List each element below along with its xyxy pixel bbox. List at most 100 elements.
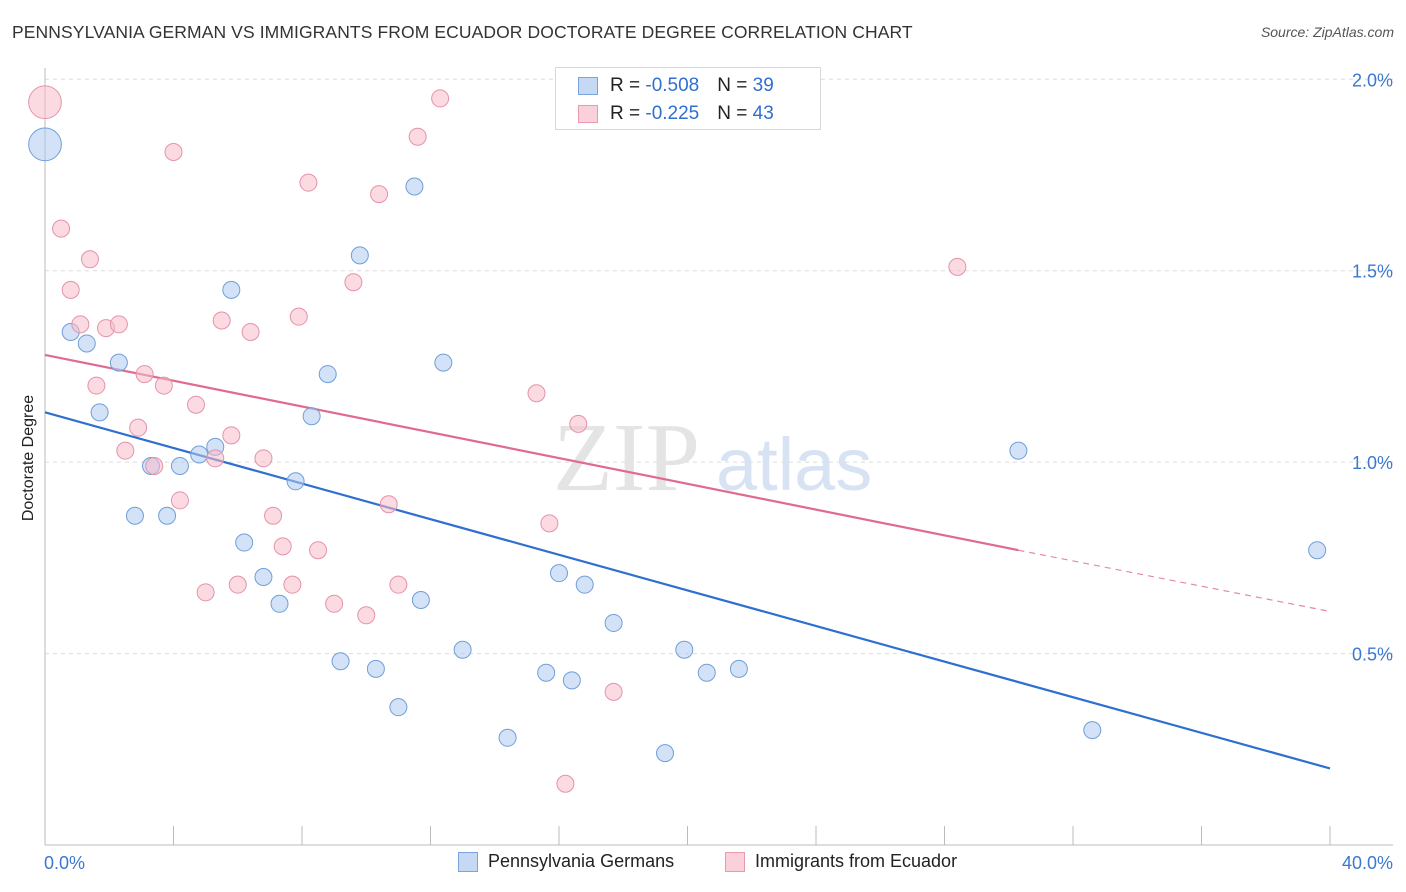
correlation-legend: R = -0.508 N = 39 R = -0.225 N = 43 bbox=[555, 67, 821, 130]
data-point-series-0 bbox=[302, 407, 321, 426]
data-point-series-0 bbox=[537, 663, 556, 682]
data-point-series-1 bbox=[61, 280, 80, 299]
chart-title: PENNSYLVANIA GERMAN VS IMMIGRANTS FROM E… bbox=[12, 22, 913, 42]
data-point-series-1 bbox=[71, 315, 90, 334]
data-point-series-0 bbox=[125, 506, 144, 525]
data-point-series-1 bbox=[389, 575, 408, 594]
axes bbox=[44, 68, 1393, 846]
data-point-series-1 bbox=[556, 774, 575, 793]
data-point-series-1 bbox=[264, 506, 283, 525]
data-point-series-0 bbox=[575, 575, 594, 594]
data-point-series-1 bbox=[283, 575, 302, 594]
data-point-series-0 bbox=[235, 533, 254, 552]
grid-lines bbox=[45, 78, 1393, 655]
data-point-series-1 bbox=[222, 426, 241, 445]
data-point-series-1 bbox=[109, 315, 128, 334]
x-tick-labels: 0.0% 40.0% bbox=[44, 853, 1393, 873]
data-point-series-0 bbox=[498, 728, 517, 747]
legend-n-value: 43 bbox=[752, 103, 774, 124]
data-point-series-0 bbox=[729, 659, 748, 678]
data-point-series-0 bbox=[1308, 541, 1327, 560]
data-point-series-0 bbox=[331, 652, 350, 671]
bottom-legend-label: Immigrants from Ecuador bbox=[755, 851, 958, 871]
data-point-series-1 bbox=[196, 583, 215, 602]
legend-n-label: N = bbox=[717, 75, 753, 96]
data-point-series-1 bbox=[28, 85, 62, 120]
legend-r-value: -0.508 bbox=[645, 75, 700, 96]
y-axis-label: Doctorate Degree bbox=[20, 395, 37, 521]
data-point-series-1 bbox=[206, 449, 225, 468]
y-tick-label: 1.5% bbox=[1352, 262, 1393, 282]
data-point-series-0 bbox=[562, 671, 581, 690]
x-tick-label: 0.0% bbox=[44, 853, 85, 873]
data-point-series-0 bbox=[77, 334, 96, 353]
data-point-series-0 bbox=[90, 403, 109, 422]
data-point-series-0 bbox=[405, 177, 424, 196]
y-tick-labels: 0.5% 1.0% 1.5% 2.0% bbox=[1352, 70, 1393, 664]
data-point-series-0 bbox=[366, 659, 385, 678]
data-point-series-1 bbox=[212, 311, 231, 330]
data-point-series-0 bbox=[318, 365, 337, 384]
data-point-series-1 bbox=[154, 376, 173, 395]
data-point-series-1 bbox=[569, 414, 588, 433]
data-point-series-0 bbox=[411, 590, 430, 609]
data-point-series-1 bbox=[52, 219, 71, 238]
trend-lines bbox=[44, 353, 1331, 770]
data-point-series-1 bbox=[604, 682, 623, 701]
legend-swatch-pink bbox=[578, 105, 598, 123]
legend-r-label: R = bbox=[610, 75, 646, 96]
data-point-series-1 bbox=[170, 491, 189, 510]
data-point-series-1 bbox=[241, 322, 260, 341]
data-point-series-1 bbox=[299, 173, 318, 192]
data-point-series-0 bbox=[434, 353, 453, 372]
data-point-series-0 bbox=[158, 506, 177, 525]
data-point-series-1 bbox=[254, 449, 273, 468]
data-point-series-1 bbox=[370, 185, 389, 204]
data-point-series-0 bbox=[550, 564, 568, 583]
data-point-series-0 bbox=[350, 246, 369, 265]
y-tick-label: 2.0% bbox=[1352, 70, 1393, 90]
data-point-series-1 bbox=[228, 575, 247, 594]
data-point-series-1 bbox=[344, 273, 363, 292]
legend-n-label: N = bbox=[717, 103, 753, 124]
data-point-series-0 bbox=[697, 663, 716, 682]
bottom-legend-swatch-pink bbox=[725, 851, 745, 872]
data-point-series-1 bbox=[431, 89, 450, 108]
data-point-series-1 bbox=[145, 456, 164, 475]
bottom-legend-label: Pennsylvania Germans bbox=[488, 851, 675, 871]
data-point-series-1 bbox=[325, 594, 344, 613]
trend-line-0 bbox=[44, 411, 1331, 770]
data-point-series-1 bbox=[379, 495, 398, 514]
data-point-series-1 bbox=[540, 514, 559, 533]
data-point-series-1 bbox=[135, 365, 154, 384]
watermark-atlas: atlas bbox=[716, 423, 872, 506]
data-point-series-1 bbox=[87, 376, 106, 395]
legend-r-value: -0.225 bbox=[645, 103, 700, 124]
data-point-series-0 bbox=[286, 472, 305, 491]
data-point-series-0 bbox=[28, 127, 62, 162]
data-point-series-0 bbox=[604, 613, 623, 632]
bottom-legend-swatch-blue bbox=[458, 851, 478, 872]
data-point-series-0 bbox=[453, 640, 472, 659]
legend-row-immigrants-from-ecuador: R = -0.225 N = 43 bbox=[578, 101, 774, 127]
data-point-series-1 bbox=[527, 384, 546, 403]
watermark: ZIP atlas bbox=[553, 404, 872, 512]
data-point-series-1 bbox=[116, 441, 135, 460]
data-point-series-0 bbox=[109, 353, 128, 372]
data-point-series-1 bbox=[164, 143, 183, 162]
data-point-series-0 bbox=[170, 456, 189, 475]
legend-n-value: 39 bbox=[752, 75, 774, 96]
data-point-series-0 bbox=[190, 445, 209, 464]
y-tick-label: 1.0% bbox=[1352, 453, 1393, 473]
data-point-series-0 bbox=[1083, 721, 1102, 740]
bottom-legend-immigrants-from-ecuador: Immigrants from Ecuador bbox=[725, 851, 957, 872]
trend-line-extension-1 bbox=[1018, 549, 1331, 613]
data-point-series-0 bbox=[656, 744, 675, 763]
legend-r-label: R = bbox=[610, 103, 646, 124]
data-point-series-1 bbox=[289, 307, 308, 326]
data-point-series-1 bbox=[357, 606, 376, 625]
data-point-series-0 bbox=[222, 280, 241, 299]
data-point-series-0 bbox=[254, 568, 273, 586]
trend-line-1 bbox=[44, 353, 1019, 552]
